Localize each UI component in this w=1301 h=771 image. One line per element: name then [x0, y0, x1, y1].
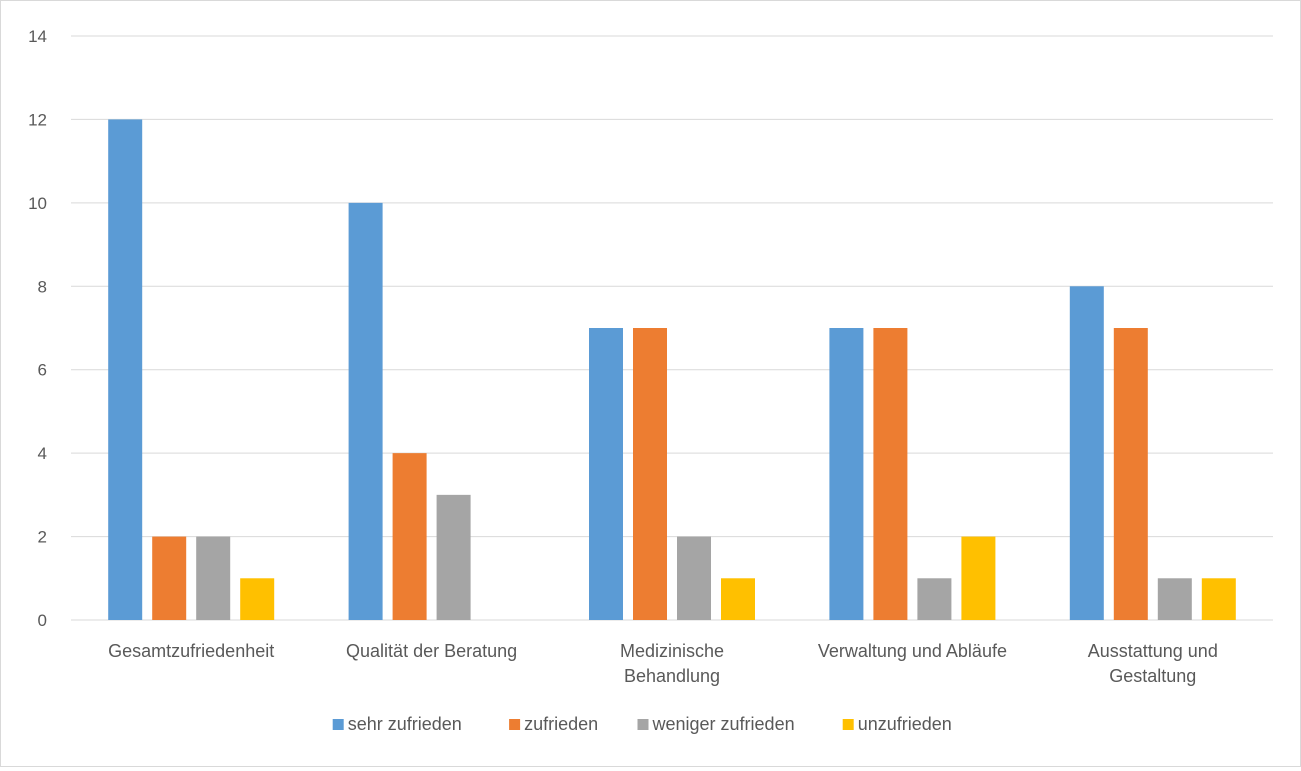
legend-item: unzufrieden — [842, 714, 952, 734]
legend-label: zufrieden — [524, 714, 598, 734]
gridlines — [71, 35, 1273, 621]
bar — [677, 536, 711, 620]
x-tick-label: Gesamtzufriedenheit — [108, 641, 274, 661]
bars — [108, 119, 1236, 620]
y-tick-label: 6 — [38, 361, 47, 380]
bar — [1113, 328, 1148, 620]
y-tick-label: 0 — [38, 611, 47, 630]
bar — [1069, 286, 1104, 620]
bar — [436, 494, 471, 620]
bar — [589, 328, 623, 620]
y-tick-label: 4 — [38, 444, 47, 463]
bar — [721, 578, 755, 620]
y-tick-label: 12 — [28, 110, 47, 129]
bar — [873, 328, 908, 620]
legend-swatch — [637, 719, 649, 730]
legend-swatch — [842, 719, 854, 730]
bar — [108, 119, 143, 620]
legend-label: unzufrieden — [858, 714, 952, 734]
bar — [1157, 578, 1192, 620]
y-tick-label: 10 — [28, 194, 47, 213]
legend-label: sehr zufrieden — [348, 714, 462, 734]
bar — [240, 578, 275, 620]
x-tick-label: Medizinische Behandlung — [620, 641, 724, 686]
legend-label: weniger zufrieden — [652, 714, 795, 734]
bar — [392, 453, 427, 620]
x-axis-labels: Gesamtzufriedenheit Qualität der Beratung… — [108, 641, 1218, 686]
bar — [196, 536, 231, 620]
y-tick-label: 14 — [28, 27, 47, 46]
legend-swatch — [332, 719, 344, 730]
bar — [348, 202, 383, 620]
legend-item: zufrieden — [509, 714, 598, 734]
legend-swatch — [509, 719, 521, 730]
y-tick-label: 2 — [38, 528, 47, 547]
bar — [1201, 578, 1236, 620]
bar — [633, 328, 667, 620]
bar — [152, 536, 187, 620]
bar — [961, 536, 996, 620]
x-tick-label: Ausstattung und Gestaltung — [1088, 641, 1218, 686]
legend-item: sehr zufrieden — [332, 714, 462, 734]
y-axis-labels: 0 2 4 6 8 10 12 14 — [28, 27, 47, 630]
legend-item: weniger zufrieden — [637, 714, 795, 734]
y-tick-label: 8 — [38, 277, 47, 296]
x-tick-label: Qualität der Beratung — [346, 641, 517, 661]
bar — [829, 328, 864, 620]
x-tick-label: Verwaltung und Abläufe — [818, 641, 1007, 661]
bar — [917, 578, 952, 620]
legend: sehr zufrieden zufrieden weniger zufrieden… — [332, 714, 952, 734]
